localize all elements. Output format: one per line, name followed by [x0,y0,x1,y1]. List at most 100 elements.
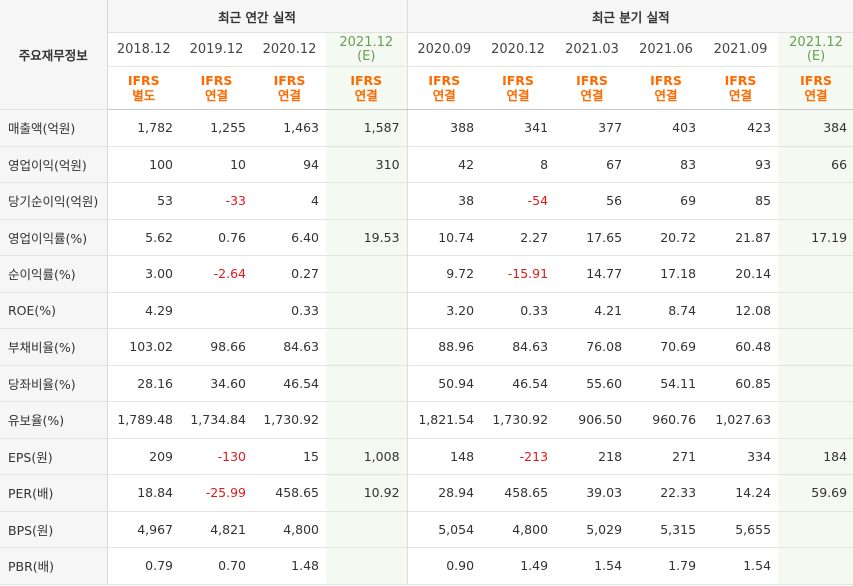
table-cell: 4 [253,182,326,220]
table-row: 유보율(%) 1,789.48 1,734.84 1,730.92 1,821.54 1,… [0,401,853,439]
table-cell: 10.74 [406,218,482,256]
table-cell [326,401,408,439]
row-label: 유보율(%) [0,401,108,439]
quarter-group-header: 최근 분기 실적 [406,0,853,33]
table-cell: 4,800 [481,511,556,548]
standard-label: IFRS [724,73,757,88]
table-cell: 55.60 [555,365,630,402]
consolidation-type: 별도 [132,88,156,103]
standard-label: IFRS [350,73,383,88]
accounting-standard-5: IFRS 연결 [481,66,556,110]
table-cell: 66 [778,146,853,183]
table-cell: 3.20 [406,292,482,329]
table-cell: 18.84 [107,474,180,512]
table-row: BPS(원) 4,967 4,821 4,800 5,054 4,800 5,029 5,31… [0,511,853,548]
table-cell: 21.87 [703,218,779,256]
table-cell [326,365,408,402]
consolidation-type: 연결 [432,88,456,103]
accounting-standard-9: IFRS 연결 [778,66,853,110]
table-cell: -54 [481,182,556,220]
table-cell: 59.69 [778,474,853,512]
table-cell [326,547,408,585]
accounting-standard-2: IFRS 연결 [253,66,326,110]
table-cell: 1,587 [326,109,408,147]
table-cell: 69 [629,182,704,220]
table-cell: 67 [555,146,630,183]
estimate-marker: (E) [357,48,376,64]
table-row: ROE(%) 4.29 0.33 3.20 0.33 4.21 8.74 12.08 [0,292,853,329]
row-label: 매출액(억원) [0,109,108,147]
row-label: 순이익률(%) [0,255,108,293]
accounting-standard-row: IFRS 별도 IFRS 연결 IFRS 연결 IFRS 연결 IFRS 연결 IFRS 연결 IFRS… [0,66,853,110]
table-cell: 88.96 [406,328,482,366]
period-date: 2020.09 [417,42,472,57]
table-cell [778,365,853,402]
table-cell [778,292,853,329]
table-cell: 0.90 [406,547,482,585]
table-cell [326,292,408,329]
table-cell: 1.54 [703,547,779,585]
row-label: 부채비율(%) [0,328,108,366]
table-cell: 28.16 [107,365,180,402]
table-cell: 1.48 [253,547,326,585]
period-date: 2018.12 [116,42,171,57]
row-label: PER(배) [0,474,108,512]
table-cell: 70.69 [629,328,704,366]
standard-label: IFRS [502,73,534,88]
standard-label: IFRS [428,73,461,88]
table-cell: 50.94 [406,365,482,402]
table-cell: 5,029 [555,511,630,548]
consolidation-type: 연결 [354,88,378,103]
period-date-row: 2018.12 2019.12 2020.12 2021.12 (E) 2020.09 20… [0,32,853,67]
table-cell: 1,730.92 [253,401,326,439]
table-cell: -33 [180,182,253,220]
table-cell: 39.03 [555,474,630,512]
accounting-standard-7: IFRS 연결 [629,66,704,110]
table-cell: 4,821 [180,511,253,548]
table-cell: 0.70 [180,547,253,585]
table-cell: 148 [406,437,482,475]
table-cell: 10 [180,146,253,183]
table-cell [180,292,253,329]
table-cell: 76.08 [555,328,630,366]
table-cell: 54.11 [629,365,704,402]
table-cell: 12.08 [703,292,779,329]
table-row: 매출액(억원) 1,782 1,255 1,463 1,587 388 341 377 403 4… [0,109,853,147]
period-date: 2019.12 [189,42,244,57]
table-cell [778,255,853,293]
table-cell: -130 [180,437,253,475]
period-header-8: 2021.09 [703,32,779,67]
table-row: 영업이익(억원) 100 10 94 310 42 8 67 83 93 66 [0,146,853,183]
table-cell: 20.72 [629,218,704,256]
period-header-0: 2018.12 [107,32,180,67]
table-cell: 906.50 [555,401,630,439]
table-row: PER(배) 18.84 -25.99 458.65 10.92 28.94 458.65 3… [0,474,853,512]
table-cell: 6.40 [253,218,326,256]
table-row: 당좌비율(%) 28.16 34.60 46.54 50.94 46.54 55.60 54.… [0,365,853,402]
table-cell [778,401,853,439]
table-cell: 2.27 [481,218,556,256]
table-cell: 5,054 [406,511,482,548]
annual-group-header: 최근 연간 실적 [107,0,408,33]
table-row: EPS(원) 209 -130 15 1,008 148 -213 218 271 334 184 [0,437,853,475]
table-cell: 3.00 [107,255,180,293]
row-label: BPS(원) [0,511,108,548]
accounting-standard-1: IFRS 연결 [180,66,253,110]
period-header-3: 2021.12 (E) [326,32,408,67]
period-date: 2021.09 [713,42,768,57]
table-cell: 100 [107,146,180,183]
table-cell: 93 [703,146,779,183]
label-column-header: 주요재무정보 [0,0,108,110]
table-cell [778,328,853,366]
accounting-standard-4: IFRS 연결 [406,66,482,110]
table-row: 당기순이익(억원) 53 -33 4 38 -54 56 69 85 [0,182,853,220]
table-cell: 10.92 [326,474,408,512]
table-cell: 103.02 [107,328,180,366]
period-header-5: 2020.12 [481,32,556,67]
table-cell: 56 [555,182,630,220]
row-label: EPS(원) [0,437,108,475]
table-cell: 384 [778,109,853,147]
table-cell: 0.79 [107,547,180,585]
table-cell: -15.91 [481,255,556,293]
table-cell: 0.76 [180,218,253,256]
